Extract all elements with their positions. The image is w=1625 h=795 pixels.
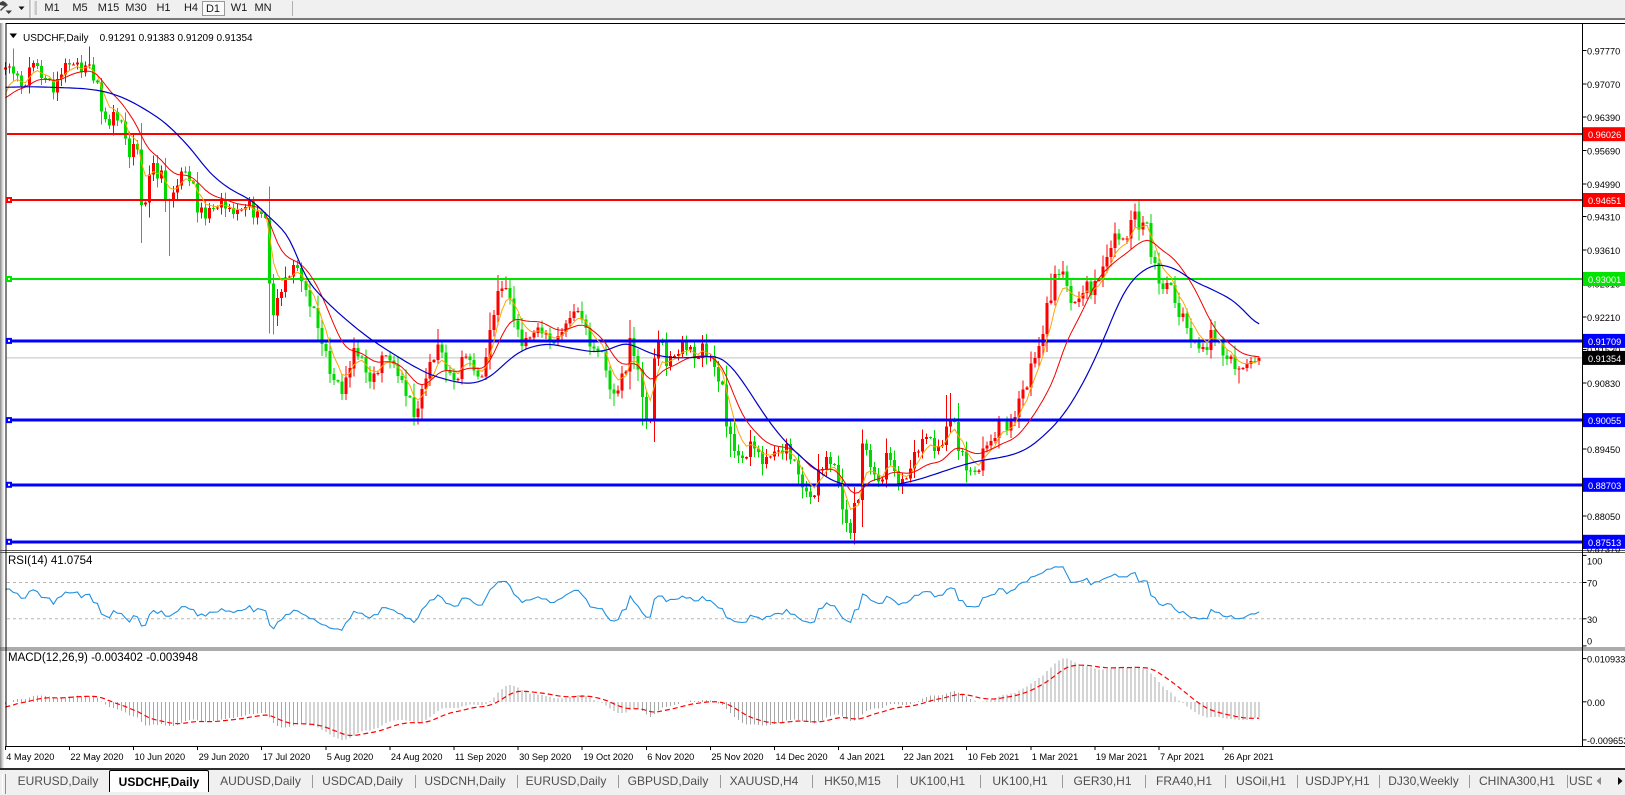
svg-text:17 Jul 2020: 17 Jul 2020 (263, 752, 311, 762)
svg-text:25 Nov 2020: 25 Nov 2020 (711, 752, 763, 762)
svg-text:0.90830: 0.90830 (1587, 379, 1620, 389)
svg-text:RSI(14) 41.0754: RSI(14) 41.0754 (8, 555, 93, 567)
svg-text:0.89450: 0.89450 (1587, 445, 1620, 455)
svg-text:24 Aug 2020: 24 Aug 2020 (391, 752, 443, 762)
svg-text:0.91530: 0.91530 (1587, 346, 1620, 356)
svg-text:30: 30 (1587, 615, 1597, 625)
svg-text:7 Apr 2021: 7 Apr 2021 (1160, 752, 1204, 762)
svg-text:0.96026: 0.96026 (1588, 130, 1621, 140)
svg-text:11 Sep 2020: 11 Sep 2020 (455, 752, 506, 762)
svg-text:0.00: 0.00 (1587, 698, 1605, 708)
svg-text:0.88703: 0.88703 (1588, 481, 1621, 491)
svg-text:4 Jan 2021: 4 Jan 2021 (840, 752, 885, 762)
svg-text:6 Nov 2020: 6 Nov 2020 (647, 752, 694, 762)
svg-text:14 Dec 2020: 14 Dec 2020 (776, 752, 828, 762)
svg-text:0.93610: 0.93610 (1587, 246, 1620, 256)
svg-text:22 May 2020: 22 May 2020 (70, 752, 123, 762)
svg-text:0.92210: 0.92210 (1587, 313, 1620, 323)
svg-text:0.95690: 0.95690 (1587, 146, 1620, 156)
svg-text:0.97770: 0.97770 (1587, 47, 1620, 57)
svg-text:100: 100 (1587, 557, 1602, 567)
svg-text:10 Feb 2021: 10 Feb 2021 (968, 752, 1020, 762)
svg-text:USDCHF,Daily 0.91291 0.9138: USDCHF,Daily 0.91291 0.91383 0.91209 0.9… (23, 33, 253, 44)
svg-text:1 Mar 2021: 1 Mar 2021 (1032, 752, 1078, 762)
svg-text:0.94651: 0.94651 (1588, 196, 1621, 206)
svg-text:0.91354: 0.91354 (1588, 354, 1621, 364)
svg-text:0.91709: 0.91709 (1588, 337, 1621, 347)
svg-text:26 Apr 2021: 26 Apr 2021 (1224, 752, 1274, 762)
svg-text:0.97070: 0.97070 (1587, 80, 1620, 90)
svg-text:19 Mar 2021: 19 Mar 2021 (1096, 752, 1148, 762)
svg-text:0.88050: 0.88050 (1587, 512, 1620, 522)
svg-text:10 Jun 2020: 10 Jun 2020 (135, 752, 186, 762)
svg-text:0.90055: 0.90055 (1588, 416, 1621, 426)
svg-text:MACD(12,26,9) -0.003402 -0.003: MACD(12,26,9) -0.003402 -0.003948 (8, 652, 198, 664)
svg-text:0.93001: 0.93001 (1588, 275, 1621, 285)
svg-text:0: 0 (1587, 637, 1592, 647)
svg-text:0.96390: 0.96390 (1587, 113, 1620, 123)
svg-text:19 Oct 2020: 19 Oct 2020 (583, 752, 633, 762)
svg-text:-0.009653: -0.009653 (1587, 736, 1625, 746)
svg-text:70: 70 (1587, 579, 1597, 589)
svg-text:0.94310: 0.94310 (1587, 212, 1620, 222)
svg-text:22 Jan 2021: 22 Jan 2021 (904, 752, 955, 762)
svg-text:29 Jun 2020: 29 Jun 2020 (199, 752, 250, 762)
svg-text:30 Sep 2020: 30 Sep 2020 (519, 752, 571, 762)
svg-text:5 Aug 2020: 5 Aug 2020 (327, 752, 374, 762)
svg-text:4 May 2020: 4 May 2020 (6, 752, 54, 762)
svg-text:0.87370: 0.87370 (1587, 545, 1620, 555)
svg-text:0.010933: 0.010933 (1587, 655, 1625, 665)
svg-text:0.87513: 0.87513 (1588, 538, 1621, 548)
svg-text:0.94990: 0.94990 (1587, 180, 1620, 190)
